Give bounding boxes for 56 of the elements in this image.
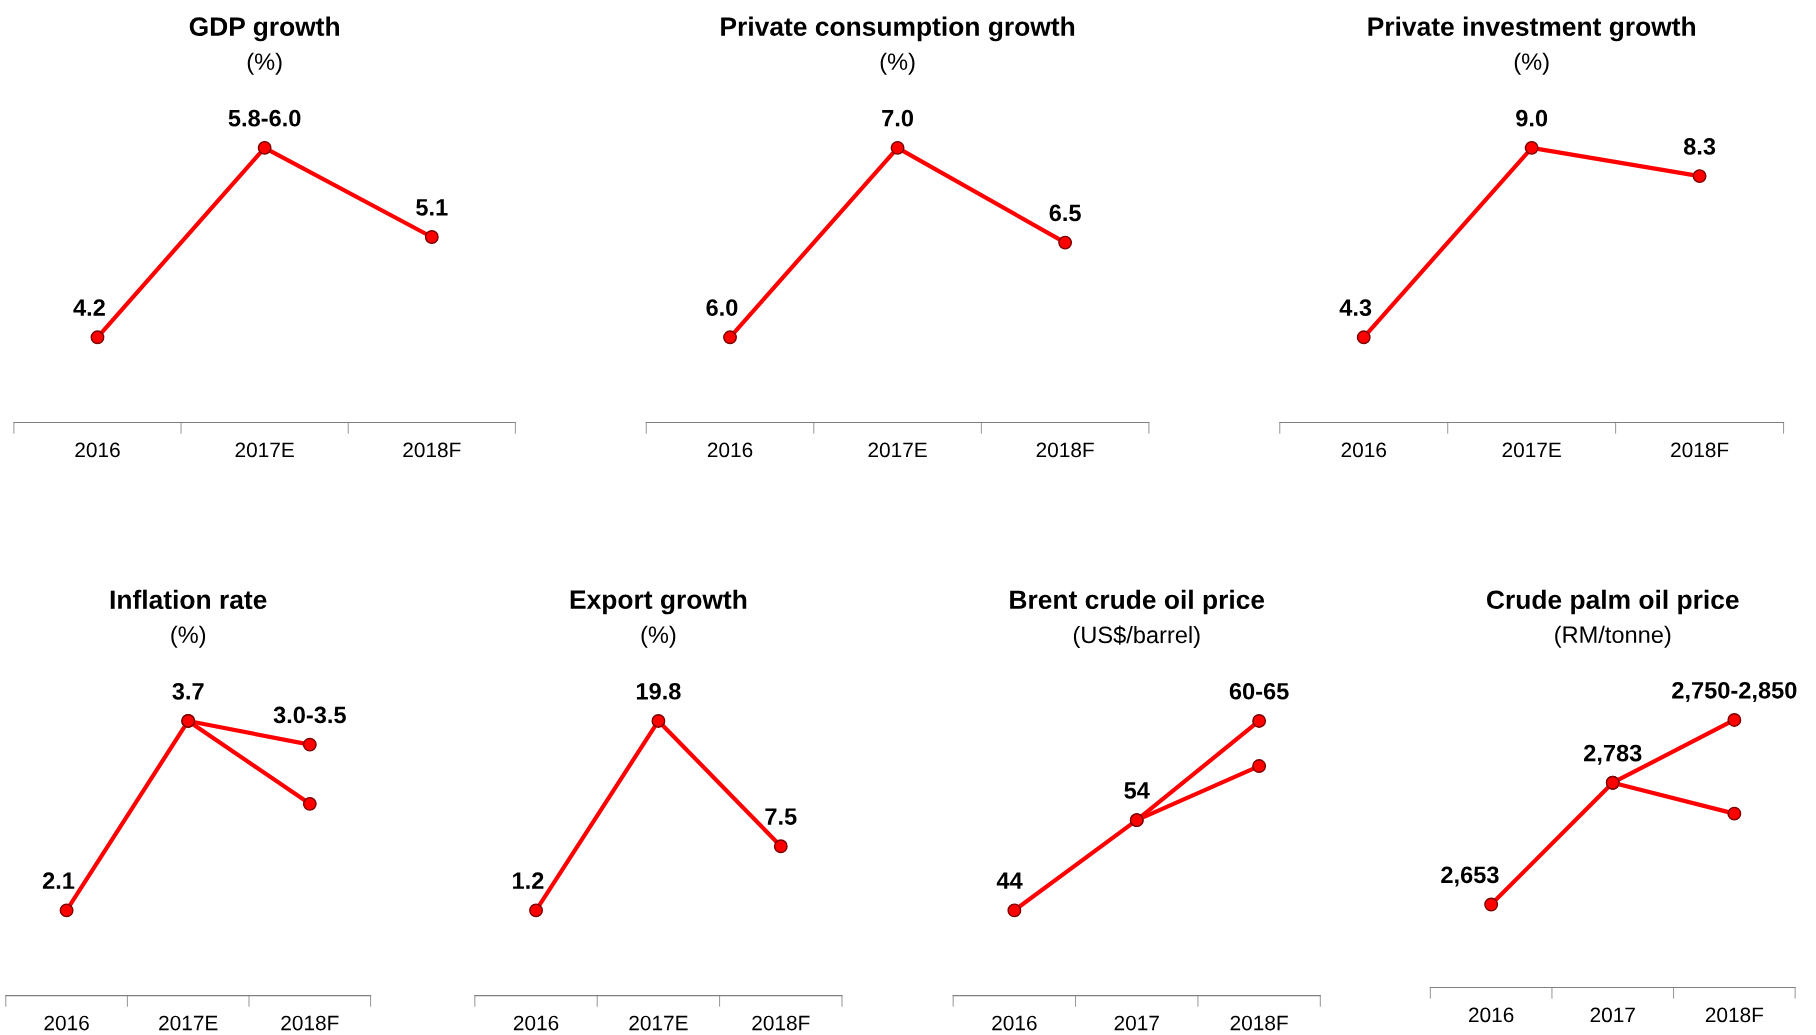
chart-title: Private investment growth xyxy=(1368,16,1696,42)
x-tick-label: 2017E xyxy=(235,442,294,458)
x-tick-label: 2016 xyxy=(75,442,120,458)
chart-subtitle: (RM/tonne) xyxy=(1555,625,1671,648)
x-tick-label: 2016 xyxy=(44,1015,89,1031)
data-label: 2.1 xyxy=(42,872,75,889)
chart-title: Brent crude oil price xyxy=(1010,589,1265,615)
x-tick-label: 2018F xyxy=(1705,1007,1764,1023)
chart-subtitle: (%) xyxy=(880,52,915,75)
data-label: 5.8-6.0 xyxy=(228,109,301,127)
data-label: 44 xyxy=(996,872,1023,889)
chart-title: Crude palm oil price xyxy=(1486,589,1739,615)
chart-subtitle: (US$/barrel) xyxy=(1073,625,1200,648)
x-tick-label: 2017E xyxy=(1502,442,1561,458)
data-label: 4.3 xyxy=(1339,299,1372,317)
chart-subtitle: (%) xyxy=(1514,52,1549,75)
x-tick-label: 2017 xyxy=(1114,1015,1159,1031)
x-tick-label: 2016 xyxy=(1341,442,1386,458)
x-tick-label: 2016 xyxy=(992,1015,1037,1031)
data-label: 6.0 xyxy=(706,299,738,316)
data-label: 7.0 xyxy=(882,109,914,127)
x-tick-label: 2018F xyxy=(281,1015,339,1031)
data-label: 2,750-2,850 xyxy=(1672,681,1797,703)
data-label: 5.1 xyxy=(416,199,448,216)
chart-title: Private consumption growth xyxy=(721,16,1075,42)
data-label: 3.7 xyxy=(172,682,204,700)
x-tick-label: 2018F xyxy=(403,442,461,458)
x-tick-label: 2018F xyxy=(1230,1015,1288,1031)
x-tick-label: 2018F xyxy=(752,1015,810,1031)
x-tick-label: 2017 xyxy=(1590,1007,1635,1023)
data-label: 7.5 xyxy=(765,808,797,825)
x-tick-label: 2017E xyxy=(159,1015,218,1031)
data-label: 2,783 xyxy=(1584,744,1642,765)
x-tick-label: 2016 xyxy=(707,442,753,458)
data-label: 4.2 xyxy=(73,299,105,316)
chart-subtitle: (%) xyxy=(641,625,676,648)
x-tick-label: 2016 xyxy=(1469,1007,1514,1023)
chart-subtitle: (%) xyxy=(171,625,206,648)
x-tick-label: 2017E xyxy=(629,1015,688,1031)
x-tick-label: 2016 xyxy=(513,1015,559,1031)
data-label: 9.0 xyxy=(1516,109,1548,127)
data-label: 19.8 xyxy=(636,682,681,700)
x-tick-label: 2018F xyxy=(1671,442,1729,458)
data-label: 60-65 xyxy=(1229,682,1289,700)
chart-subtitle: (%) xyxy=(247,52,282,75)
x-tick-label: 2017E xyxy=(868,442,927,458)
data-label: 1.2 xyxy=(513,872,544,889)
data-label: 6.5 xyxy=(1049,204,1081,222)
chart-title: Export growth xyxy=(570,589,747,615)
data-label: 3.0-3.5 xyxy=(273,706,346,724)
chart-title: GDP growth xyxy=(189,16,340,42)
x-tick-label: 2018F xyxy=(1036,442,1094,458)
data-label: 8.3 xyxy=(1683,138,1716,155)
data-label: 54 xyxy=(1124,782,1150,799)
chart-title: Inflation rate xyxy=(110,589,267,610)
data-label: 2,653 xyxy=(1441,866,1499,887)
